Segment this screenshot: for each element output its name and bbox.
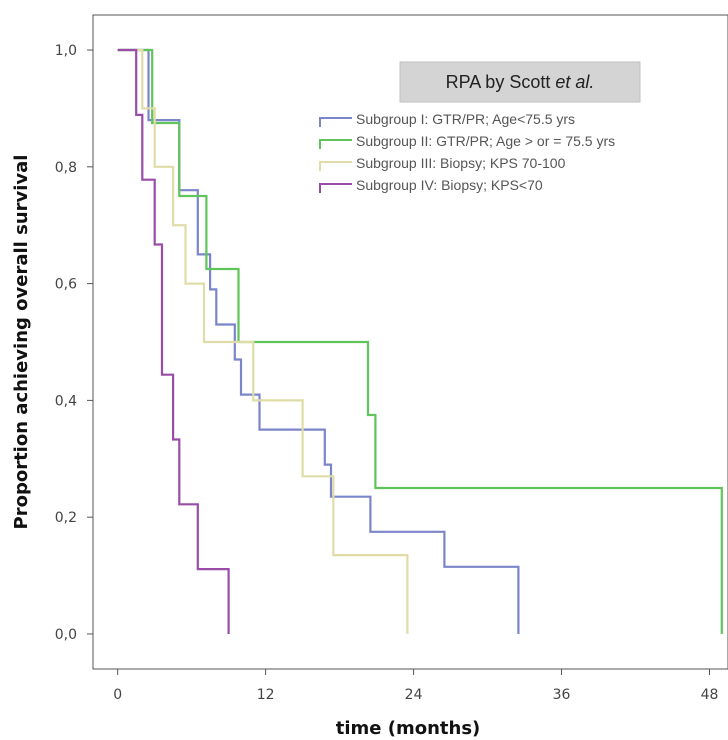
legend-swatch [319, 183, 352, 193]
legend-swatch [319, 117, 352, 127]
x-tick-label: 36 [553, 687, 571, 703]
y-tick-label: 0,6 [55, 277, 77, 293]
x-tick-label: 24 [405, 687, 423, 703]
legend-swatch [319, 161, 352, 171]
legend-label: Subgroup II: GTR/PR; Age > or = 75.5 yrs [356, 133, 615, 149]
survival-curve-4 [117, 48, 230, 634]
x-axis-title: time (months) [336, 718, 481, 739]
legend-label: Subgroup III: Biopsy; KPS 70-100 [356, 155, 566, 171]
ticks-layer: 0 12 24 36 48 0,0 0,2 0,4 0,6 0,8 1,0 [55, 43, 719, 703]
x-tick-label: 0 [113, 687, 122, 703]
title-box [399, 61, 641, 103]
title-emphasis: et al. [555, 72, 594, 92]
y-tick-label: 1,0 [55, 43, 77, 59]
x-tick-label: 12 [257, 687, 275, 703]
x-tick-label: 48 [701, 687, 719, 703]
chart-title: RPA by Scott et al. [399, 61, 641, 103]
legend-label: Subgroup I: GTR/PR; Age<75.5 yrs [356, 111, 575, 127]
survival-curve-3 [117, 48, 409, 634]
y-tick-label: 0,8 [55, 160, 77, 176]
survival-curve-1 [117, 48, 520, 634]
y-axis-title: Proportion achieving overall survival [11, 155, 32, 530]
legend: Subgroup I: GTR/PR; Age<75.5 yrs Subgroup… [319, 111, 615, 193]
y-tick-label: 0,4 [55, 393, 77, 409]
y-tick-label: 0,0 [55, 627, 77, 643]
legend-label: Subgroup IV: Biopsy; KPS<70 [356, 177, 543, 193]
legend-swatch [319, 139, 352, 149]
y-tick-label: 0,2 [55, 510, 77, 526]
title-prefix: RPA by Scott [446, 72, 556, 92]
survival-curve-2 [117, 48, 723, 634]
title-text: RPA by Scott et al. [446, 72, 595, 92]
series-layer [117, 48, 723, 634]
